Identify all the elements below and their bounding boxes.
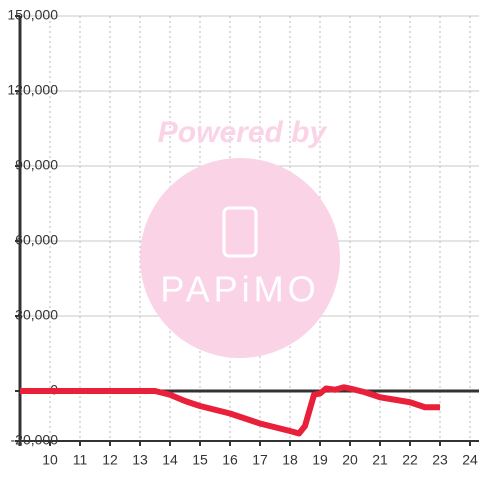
y-tick-label: 30,000 [15, 307, 58, 323]
watermark-logo: PAPiMO [160, 269, 319, 310]
x-tick-label: 15 [192, 452, 208, 468]
watermark-text: Powered by [158, 116, 328, 149]
watermark-icon [222, 206, 258, 258]
x-tick-label: 20 [342, 452, 358, 468]
x-tick-label: 22 [402, 452, 418, 468]
x-tick-label: 14 [162, 452, 178, 468]
x-tick-label: 23 [432, 452, 448, 468]
x-tick-label: 18 [282, 452, 298, 468]
data-line [20, 384, 440, 437]
y-tick-label: 60,000 [15, 232, 58, 248]
x-tick-label: 13 [132, 452, 148, 468]
x-tick-label: 12 [102, 452, 118, 468]
y-tick-label: 120,000 [7, 82, 58, 98]
x-tick-label: 17 [252, 452, 268, 468]
x-tick-label: 16 [222, 452, 238, 468]
y-tick-label: 150,000 [7, 7, 58, 23]
x-tick-label: 11 [73, 452, 88, 468]
x-tick-label: 21 [372, 452, 388, 468]
y-tick-label: -20,000 [11, 432, 59, 448]
y-tick-label: 90,000 [15, 157, 58, 173]
x-tick-label: 19 [312, 452, 328, 468]
x-tick-label: 10 [42, 452, 58, 468]
watermark-circle [140, 158, 340, 358]
x-tick-label: 24 [462, 452, 478, 468]
